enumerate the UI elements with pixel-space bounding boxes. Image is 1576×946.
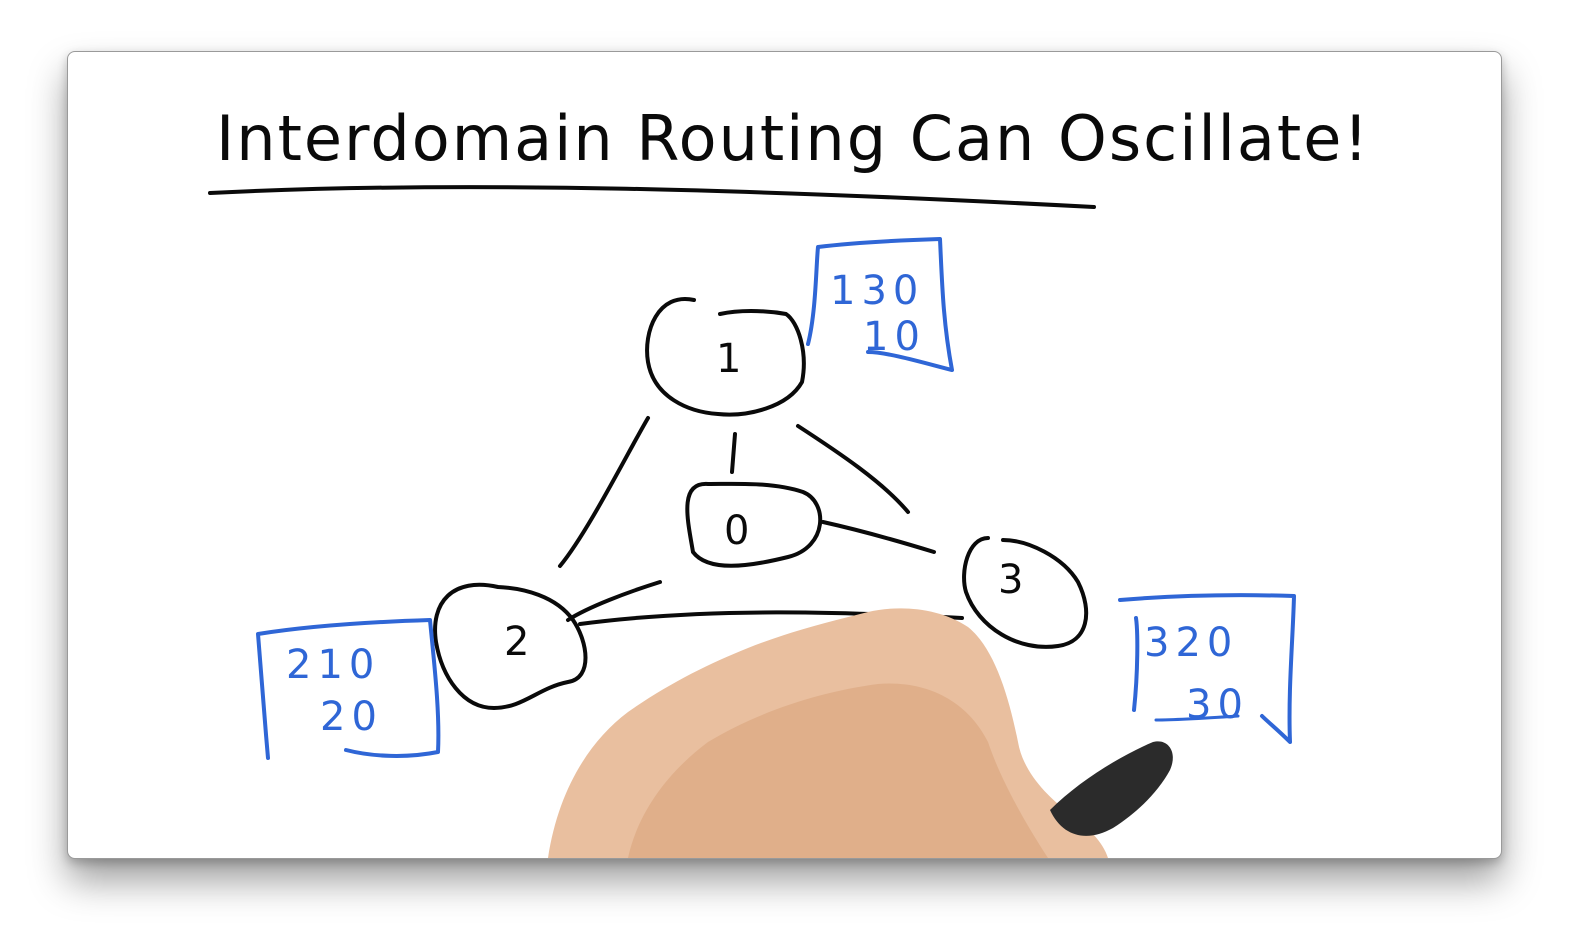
node-3-circle [964,538,1086,647]
diagram-title: Interdomain Routing Can Oscillate! [216,102,1370,175]
node-0-label: 0 [724,508,749,554]
preference-path: 20 [320,694,383,740]
presenter-hand-image [548,608,1173,858]
video-frame: Interdomain Routing Can Oscillate! 1 0 2 [67,51,1502,859]
node-0: 0 [687,484,820,566]
node-3-label: 3 [998,557,1023,603]
preference-path: 130 [830,268,924,314]
title-underline [210,187,1094,207]
preference-path: 210 [286,642,380,688]
node-2: 2 [435,585,585,708]
edge-1-0 [732,434,735,472]
preference-list-node-1: 130 10 [808,239,952,370]
node-1: 1 [647,299,804,415]
edge-0-2 [568,582,660,620]
preference-list-node-2: 210 20 [258,620,438,758]
preference-path: 320 [1144,620,1238,666]
node-1-label: 1 [716,336,741,382]
whiteboard-diagram: Interdomain Routing Can Oscillate! 1 0 2 [68,52,1501,858]
edge-0-3 [823,522,934,552]
node-3: 3 [964,538,1086,647]
preference-path: 30 [1186,682,1249,728]
marker-icon [1050,741,1173,836]
node-0-circle [687,484,820,566]
edge-1-2 [560,418,648,566]
preference-list-node-3: 320 30 [1120,595,1294,742]
node-2-label: 2 [504,619,529,665]
edges [560,418,962,624]
preference-path: 10 [863,314,926,360]
